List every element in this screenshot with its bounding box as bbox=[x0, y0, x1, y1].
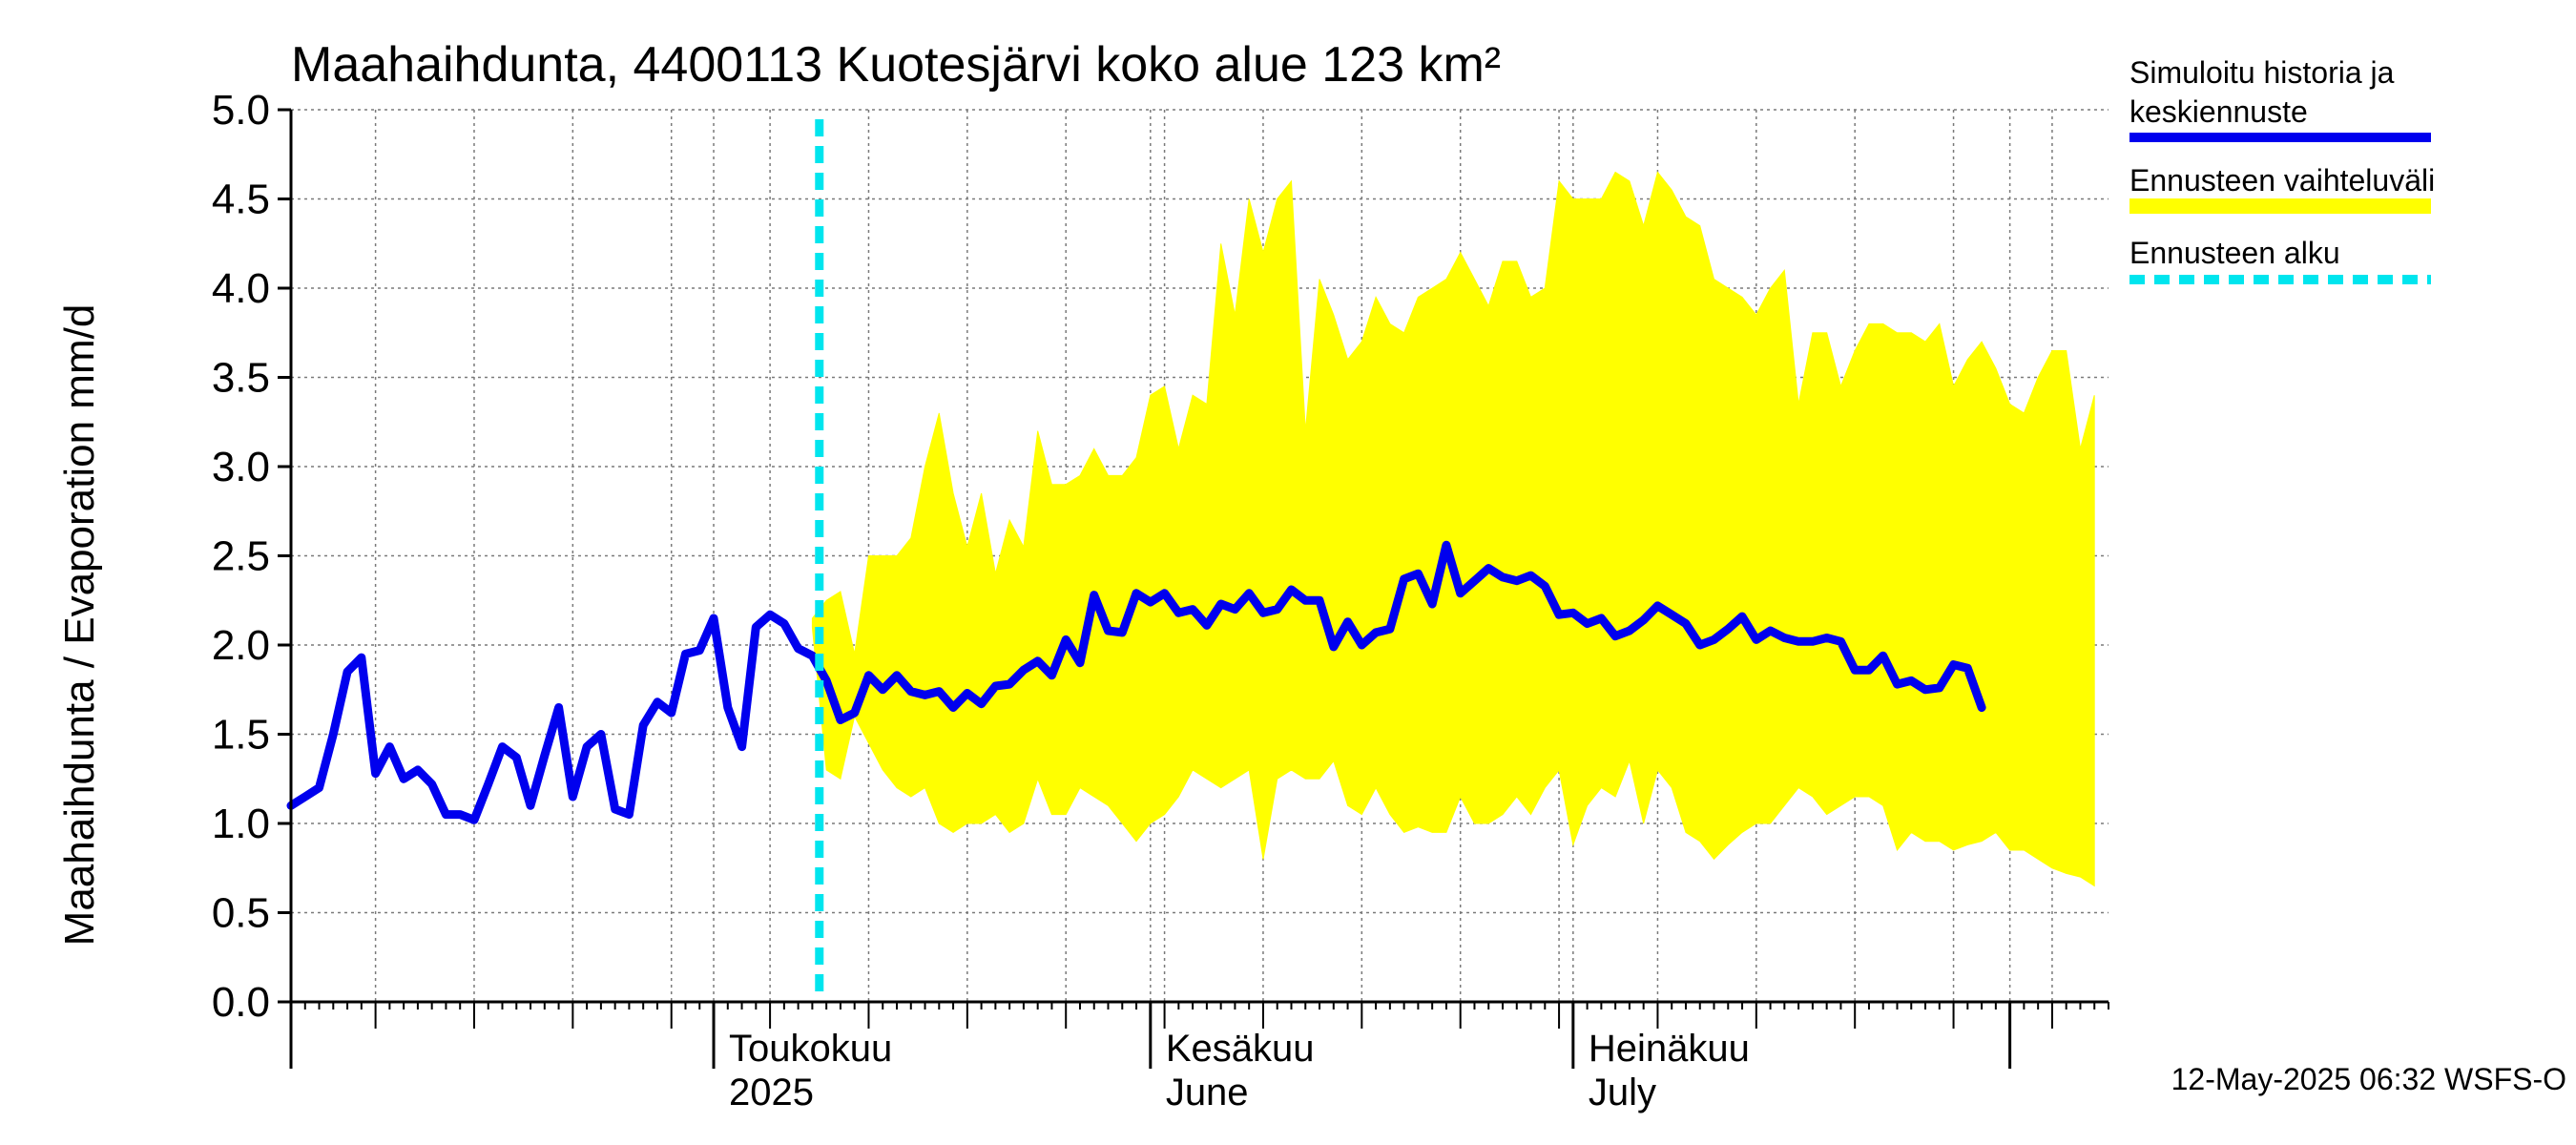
legend: Simuloitu historia ja keskiennuste Ennus… bbox=[2129, 55, 2435, 284]
axes bbox=[278, 108, 2109, 1069]
x-month-sublabel: June bbox=[1166, 1072, 1249, 1114]
legend-label-simulated-1: Simuloitu historia ja bbox=[2129, 55, 2395, 90]
series-lines bbox=[286, 540, 1986, 824]
y-tick-label: 3.5 bbox=[212, 355, 270, 402]
y-axis-label: Maahaihdunta / Evaporation mm/d bbox=[56, 304, 103, 947]
y-tick-label: 5.0 bbox=[212, 87, 270, 134]
legend-label-simulated-2: keskiennuste bbox=[2129, 94, 2308, 129]
y-tick-label: 0.0 bbox=[212, 979, 270, 1026]
y-tick-label: 4.0 bbox=[212, 265, 270, 312]
timestamp: 12-May-2025 06:32 WSFS-O bbox=[2171, 1062, 2566, 1096]
chart-title: Maahaihdunta, 4400113 Kuotesjärvi koko a… bbox=[291, 37, 1501, 93]
y-tick-label: 0.5 bbox=[212, 890, 270, 937]
y-tick-label: 3.0 bbox=[212, 444, 270, 490]
forecast-range-band bbox=[811, 171, 2095, 887]
x-month-sublabel: 2025 bbox=[729, 1072, 814, 1114]
legend-label-forecast-start: Ennusteen alku bbox=[2129, 236, 2340, 270]
y-tick-label: 4.5 bbox=[212, 177, 270, 223]
x-month-label: Toukokuu bbox=[729, 1028, 892, 1070]
y-tick-label: 2.0 bbox=[212, 622, 270, 669]
y-tick-labels: 0.0 0.5 1.0 1.5 2.0 2.5 3.0 3.5 4.0 4.5 5.0 bbox=[212, 87, 270, 1026]
x-month-label: Heinäkuu bbox=[1589, 1028, 1750, 1070]
y-tick-label: 1.0 bbox=[212, 801, 270, 847]
x-month-sublabel: July bbox=[1589, 1072, 1656, 1114]
forecast-range-area bbox=[811, 171, 2095, 887]
y-tick-label: 2.5 bbox=[212, 533, 270, 580]
x-month-label: Kesäkuu bbox=[1166, 1028, 1315, 1070]
legend-label-range: Ennusteen vaihteluväli bbox=[2129, 163, 2435, 198]
simulated-series-line bbox=[286, 540, 1986, 824]
y-tick-label: 1.5 bbox=[212, 712, 270, 759]
